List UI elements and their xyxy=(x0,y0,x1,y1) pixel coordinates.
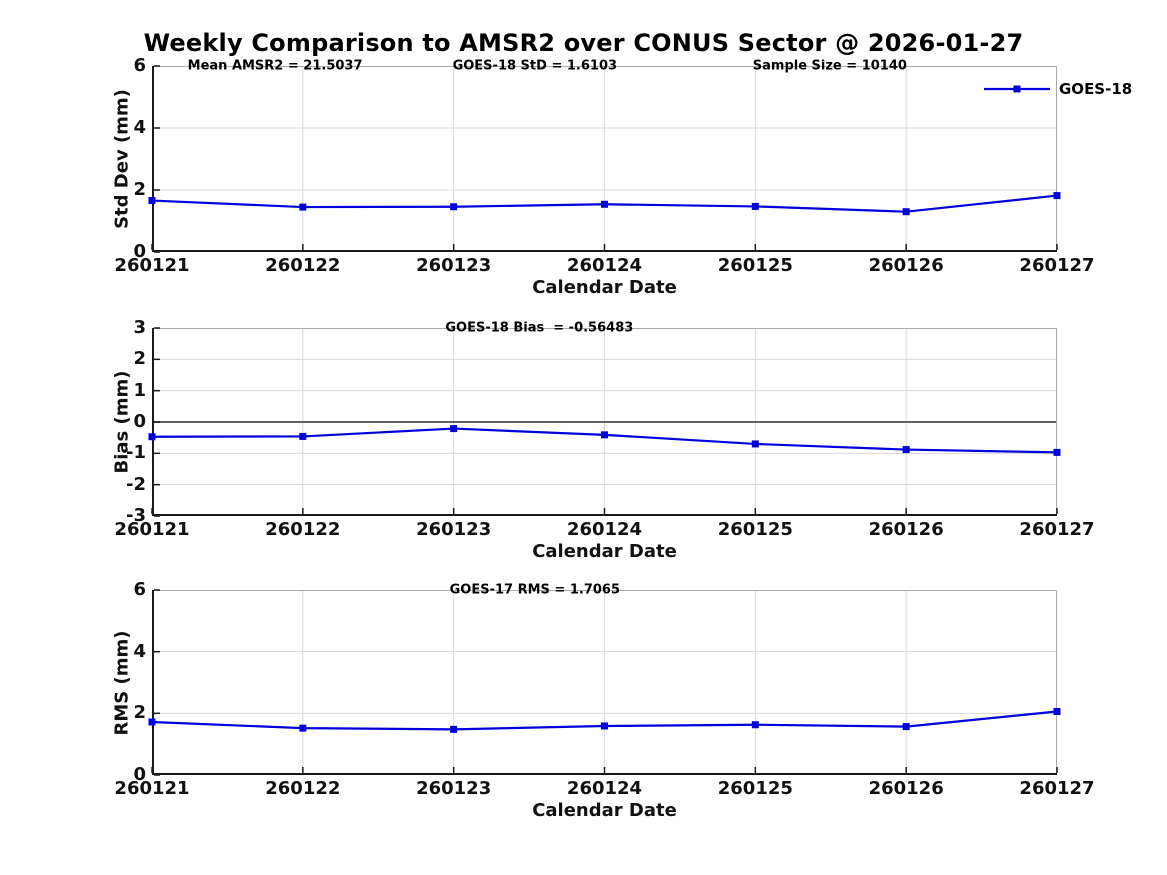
legend-line-sample xyxy=(984,85,1050,93)
x-tick-label: 260123 xyxy=(416,519,492,540)
figure-title: Weekly Comparison to AMSR2 over CONUS Se… xyxy=(143,29,1024,57)
y-tick-label: 2 xyxy=(133,702,146,724)
x-tick-label: 260126 xyxy=(868,519,944,540)
y-tick-label: 2 xyxy=(133,179,146,200)
x-tick-label: 260127 xyxy=(1019,255,1095,276)
y-tick-label: 0 xyxy=(133,241,146,262)
data-point-marker xyxy=(148,433,156,441)
x-tick-label: 260126 xyxy=(868,255,944,276)
y-tick-label: 3 xyxy=(133,317,146,338)
x-tick-label: 260122 xyxy=(265,255,341,276)
y-tick-label: 0 xyxy=(133,411,146,432)
x-tick-label: 260125 xyxy=(717,778,793,799)
y-tick-label: -1 xyxy=(126,442,146,464)
data-point-marker xyxy=(902,723,910,731)
legend: GOES-18 xyxy=(984,80,1132,98)
data-point-marker xyxy=(450,725,458,733)
data-point-marker xyxy=(299,203,307,211)
y-tick-label: 0 xyxy=(133,764,146,785)
x-tick-label: 260126 xyxy=(868,778,944,799)
y-tick-label: 6 xyxy=(133,55,146,76)
data-point-marker xyxy=(299,432,307,440)
chart-annotation: Mean AMSR2 = 21.5037 xyxy=(187,58,363,74)
data-point-marker xyxy=(1053,448,1061,456)
y-tick-label: -2 xyxy=(126,473,146,495)
plot-area-bias xyxy=(148,327,1061,517)
data-point-marker xyxy=(902,208,910,216)
y-axis-label: RMS (mm) xyxy=(111,630,133,735)
data-point-marker xyxy=(450,425,458,433)
x-tick-label: 260121 xyxy=(114,778,190,799)
y-tick-label: 4 xyxy=(133,640,146,662)
chart-annotation: GOES-18 Bias = -0.56483 xyxy=(445,320,634,336)
data-point-marker xyxy=(601,200,608,208)
x-tick-label: 260125 xyxy=(717,255,793,276)
x-axis-label: Calendar Date xyxy=(532,541,677,562)
plot-area-std-dev xyxy=(148,65,1061,253)
x-tick-label: 260124 xyxy=(566,255,643,276)
x-tick-label: 260123 xyxy=(416,255,492,276)
legend-label: GOES-18 xyxy=(1059,80,1133,98)
data-point-marker xyxy=(751,440,759,448)
x-tick-label: 260122 xyxy=(265,778,341,799)
plot-area-rms xyxy=(148,589,1061,776)
legend-marker xyxy=(1013,85,1021,93)
x-tick-label: 260121 xyxy=(114,255,190,276)
data-point-marker xyxy=(1053,192,1061,200)
data-point-marker xyxy=(751,202,759,210)
y-tick-label: 4 xyxy=(133,117,146,138)
data-point-marker xyxy=(902,446,910,454)
data-point-marker xyxy=(601,431,608,439)
data-point-marker xyxy=(299,724,307,732)
x-axis-label: Calendar Date xyxy=(532,277,677,298)
data-point-marker xyxy=(148,718,156,726)
chart-annotation: GOES-18 StD = 1.6103 xyxy=(452,58,618,74)
x-tick-label: 260122 xyxy=(265,519,341,540)
data-point-marker xyxy=(148,197,156,205)
x-axis-label: Calendar Date xyxy=(532,800,677,821)
y-tick-label: 1 xyxy=(133,379,146,401)
data-point-marker xyxy=(601,722,608,730)
x-tick-label: 260125 xyxy=(717,519,793,540)
x-tick-label: 260127 xyxy=(1019,778,1095,799)
chart-annotation: Sample Size = 10140 xyxy=(752,58,907,74)
data-point-marker xyxy=(751,721,759,729)
chart-annotation: GOES-17 RMS = 1.7065 xyxy=(449,582,621,598)
x-tick-label: 260121 xyxy=(114,519,190,540)
x-tick-label: 260124 xyxy=(566,778,643,799)
y-tick-label: 6 xyxy=(133,579,146,600)
x-tick-label: 260127 xyxy=(1019,519,1095,540)
y-tick-label: -3 xyxy=(126,505,146,526)
x-tick-label: 260124 xyxy=(566,519,643,540)
x-tick-label: 260123 xyxy=(416,778,492,799)
y-tick-label: 2 xyxy=(133,348,146,370)
data-point-marker xyxy=(450,203,458,211)
data-point-marker xyxy=(1053,707,1061,715)
